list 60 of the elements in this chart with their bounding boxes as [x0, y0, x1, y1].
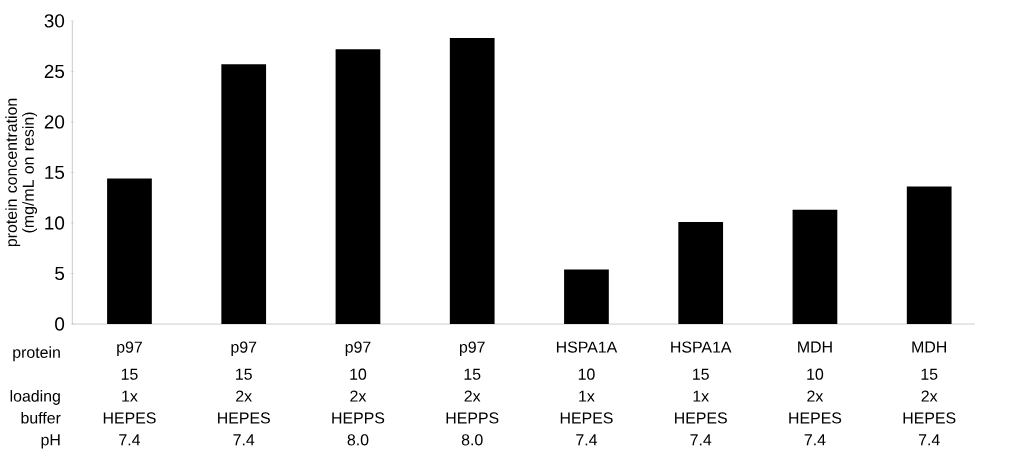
bar [107, 178, 152, 324]
text: 7.4 [119, 434, 141, 446]
y-tick-label: 20 [44, 115, 65, 129]
text: 15 [693, 368, 709, 380]
text: 2x [464, 390, 481, 402]
x-tick-label: p97 [231, 341, 257, 356]
y-axis-title: protein concentration (mg/mL on resin) [5, 98, 38, 247]
bar [449, 37, 495, 324]
x-tick-label: p97 [459, 341, 485, 356]
text: HEPPS [446, 412, 499, 424]
text: 2x [921, 390, 938, 402]
text: protein [13, 346, 60, 362]
x-tick-label: p97 [345, 341, 371, 356]
text: 1x [693, 390, 709, 402]
text: 8.0 [347, 434, 369, 446]
x-tick-label: HSPA1A [556, 341, 618, 353]
bar [678, 221, 724, 324]
y-tick-label: 25 [44, 64, 65, 78]
text: HEPES [789, 412, 842, 424]
x-tick-label: p97 [117, 341, 142, 356]
y-tick-label: 10 [45, 216, 65, 230]
text: HEPPS [332, 412, 385, 424]
x-tick-label: MDH [912, 341, 946, 353]
bar [792, 209, 838, 324]
bar [564, 269, 609, 324]
text: 15 [464, 368, 481, 380]
y-tick-label: 15 [45, 165, 65, 179]
text: 7.4 [918, 434, 940, 446]
text: 2x [807, 390, 824, 402]
bar [906, 186, 952, 324]
text: HEPES [675, 412, 727, 424]
x-tick-label: HSPA1A [671, 341, 732, 353]
text: 15 [236, 368, 252, 380]
text: 2x [236, 390, 252, 402]
y-tick-label: 5 [55, 266, 65, 280]
text: 7.4 [804, 434, 826, 446]
text: HEPES [103, 412, 156, 424]
y-tick-label: 0 [55, 317, 65, 331]
text: loading [10, 389, 60, 405]
text: HEPES [903, 412, 956, 424]
text: HEPES [218, 412, 270, 424]
bar [335, 49, 381, 324]
text: 1x [579, 390, 595, 402]
x-tick-label: MDH [798, 341, 832, 353]
bar [221, 64, 267, 324]
y-tick-label: 30 [44, 14, 65, 28]
text: 1x [122, 390, 138, 402]
text: 8.0 [461, 434, 483, 446]
text: 2x [350, 390, 367, 402]
text: 7.4 [576, 434, 598, 446]
text: 7.4 [233, 434, 255, 446]
text: 15 [121, 368, 138, 380]
text: 7.4 [690, 434, 712, 446]
text: pH [41, 434, 60, 449]
text: buffer [21, 411, 61, 424]
text: 10 [350, 368, 367, 380]
text: HEPES [560, 412, 613, 424]
text: 10 [807, 368, 824, 380]
text: 15 [921, 368, 938, 380]
text: 10 [578, 368, 595, 380]
